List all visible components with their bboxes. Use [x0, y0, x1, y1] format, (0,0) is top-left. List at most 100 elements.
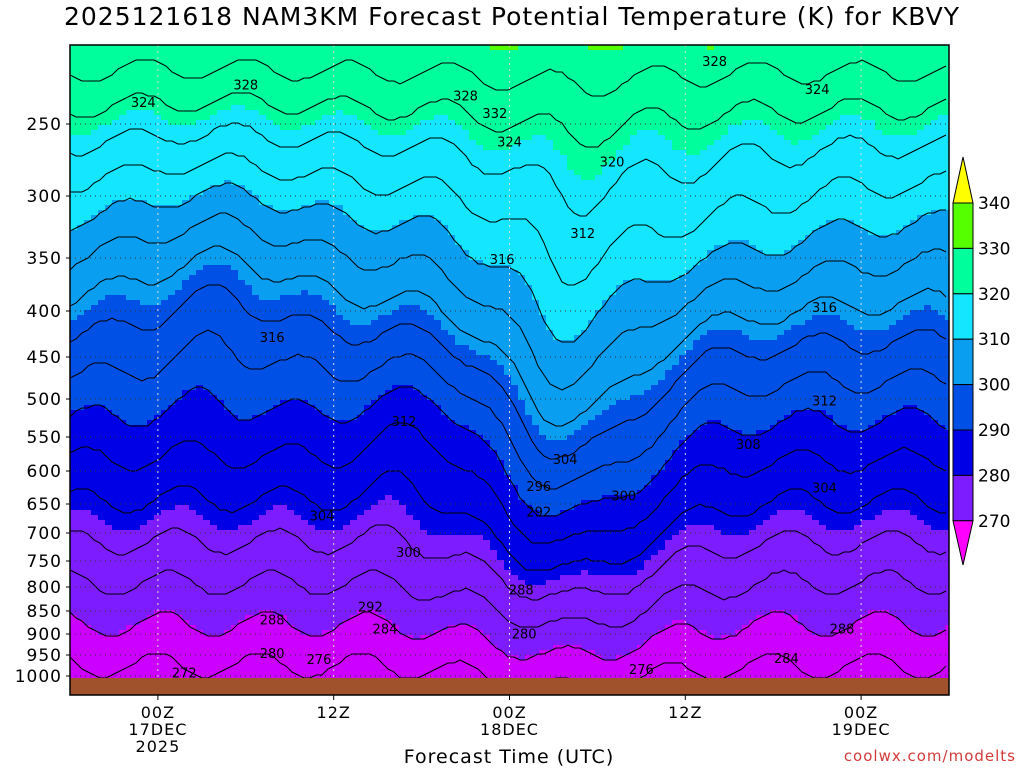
contour-label-0: 328 [233, 79, 258, 94]
contour-label-16: 304 [812, 482, 837, 497]
contour-label-1: 324 [131, 96, 156, 111]
contour-label-20: 304 [310, 510, 335, 525]
colorbar-segment-3 [952, 338, 974, 386]
contour-label-23: 288 [509, 583, 534, 598]
colorbar-segment-4 [952, 384, 974, 431]
contour-lines [70, 59, 947, 694]
contour-line-292 [70, 470, 946, 571]
colorbar-segment-6 [952, 474, 974, 522]
contour-label-27: 288 [830, 622, 855, 637]
contour-line-336 [70, 59, 947, 97]
colorbar-segment-0 [952, 202, 974, 249]
x-tick-label-2-0: 00Z [492, 703, 526, 722]
chart-title: 2025121618 NAM3KM Forecast Potential Tem… [63, 2, 961, 31]
contour-label-12: 312 [392, 415, 417, 430]
contour-label-3: 332 [482, 107, 507, 122]
colorbar-label-290: 290 [978, 421, 1010, 441]
x-tick-label-4-1: 19DEC [832, 720, 891, 739]
contour-label-10: 316 [812, 301, 837, 316]
contour-line-324 [70, 152, 947, 286]
contour-line-304 [70, 329, 947, 490]
y-tick-label-1000: 1000 [15, 667, 62, 687]
contour-label-28: 280 [260, 647, 285, 662]
plot-frame [69, 44, 950, 696]
y-tick-label-400: 400 [27, 302, 62, 322]
y-tick-label-900: 900 [27, 625, 62, 645]
contour-label-11: 316 [260, 331, 285, 346]
contour-label-26: 280 [512, 628, 537, 643]
colorbar-label-340: 340 [978, 194, 1010, 214]
contour-label-19: 292 [526, 506, 551, 521]
y-tick-label-850: 850 [27, 602, 62, 622]
y-tick-label-700: 700 [27, 524, 62, 544]
contour-label-4: 324 [497, 135, 522, 150]
contour-label-2: 328 [453, 90, 478, 105]
y-tick-label-500: 500 [27, 390, 62, 410]
contour-line-280 [70, 611, 947, 661]
grid-lines [66, 45, 949, 700]
colorbar-top-arrow [952, 156, 974, 204]
contour-label-29: 276 [307, 653, 332, 668]
contour-label-8: 312 [570, 227, 595, 242]
x-tick-label-3-0: 12Z [668, 703, 702, 722]
contour-line-332 [70, 92, 947, 148]
y-tick-label-650: 650 [27, 495, 62, 515]
contour-line-312 [70, 245, 947, 427]
contour-label-9: 316 [490, 253, 515, 268]
y-tick-label-600: 600 [27, 462, 62, 482]
contour-label-14: 308 [736, 438, 761, 453]
x-axis-title: Forecast Time (UTC) [403, 746, 615, 768]
colorbar-segment-2 [952, 293, 974, 340]
y-tick-label-800: 800 [27, 578, 62, 598]
colorbar-label-320: 320 [978, 285, 1010, 305]
y-tick-label-250: 250 [27, 115, 62, 135]
contour-label-17: 296 [526, 480, 551, 495]
contour-label-18: 300 [611, 489, 636, 504]
ground-strip [70, 678, 949, 695]
colorbar-label-280: 280 [978, 466, 1010, 486]
contour-label-32: 272 [172, 667, 197, 682]
contour-line-284 [70, 569, 947, 628]
contour-label-5: 328 [702, 55, 727, 70]
x-tick-label-4-0: 00Z [844, 703, 878, 722]
colorbar-label-270: 270 [978, 512, 1010, 532]
x-tick-label-1-0: 12Z [317, 703, 351, 722]
x-tick-label-0-2: 2025 [136, 737, 181, 756]
contour-line-300 [70, 386, 947, 517]
y-tick-label-550: 550 [27, 428, 62, 448]
contour-line-308 [70, 284, 947, 460]
contour-labels: 328 324 328 332 324 328 324 320 312 316 316 316 312 3… [131, 55, 855, 682]
contour-label-6: 324 [805, 83, 830, 98]
x-tick-label-0-0: 00Z [141, 703, 175, 722]
x-tick-label-0-1: 17DEC [128, 720, 187, 739]
colorbar-segment-5 [952, 429, 974, 476]
contour-line-296 [70, 422, 947, 544]
y-tick-label-950: 950 [27, 646, 62, 666]
colorbar: 340 330 320 310 300 290 280 270 [952, 156, 1010, 566]
contour-line-328 [70, 122, 947, 217]
contour-label-24: 288 [260, 613, 285, 628]
colorbar-bottom-arrow [952, 520, 974, 566]
contour-label-30: 284 [774, 652, 799, 667]
contour-label-25: 284 [373, 622, 398, 637]
y-tick-label-750: 750 [27, 552, 62, 572]
y-tick-label-350: 350 [27, 249, 62, 269]
contour-label-7: 320 [600, 155, 625, 170]
contour-label-13: 312 [812, 395, 837, 410]
contour-line-316 [70, 212, 947, 391]
y-axis-labels: 250 300 350 400 450 500 550 600 650 700 750 800 850 9… [15, 115, 62, 687]
contour-label-31: 276 [629, 663, 654, 678]
colorbar-label-310: 310 [978, 330, 1010, 350]
y-tick-label-450: 450 [27, 348, 62, 368]
x-tick-label-2-1: 18DEC [480, 720, 539, 739]
colorbar-label-300: 300 [978, 376, 1010, 396]
y-tick-label-300: 300 [27, 187, 62, 207]
contour-line-320 [70, 182, 946, 343]
contour-label-15: 304 [553, 453, 578, 468]
credit-link[interactable]: coolwx.com/modelts [843, 747, 1016, 765]
colorbar-label-330: 330 [978, 239, 1010, 259]
contour-label-21: 300 [396, 546, 421, 561]
contour-label-22: 292 [358, 601, 383, 616]
